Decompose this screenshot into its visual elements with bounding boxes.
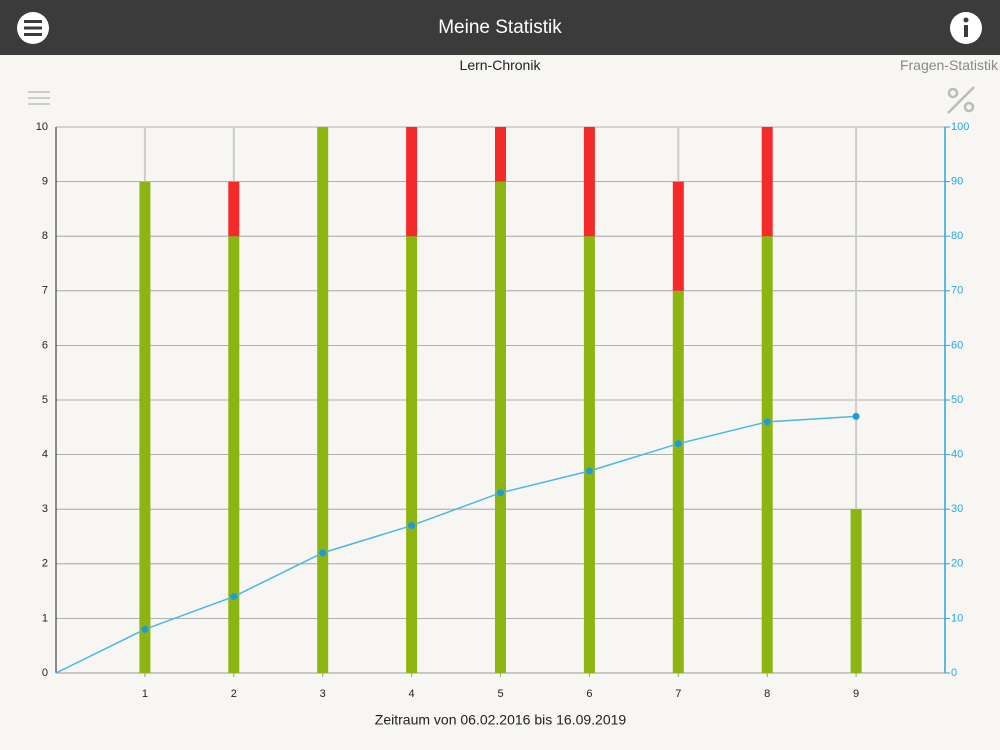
- tab[interactable]: Fragen-Statistik: [899, 57, 998, 73]
- y2-tick-label: 70: [951, 285, 963, 297]
- y-tick-label: 3: [42, 503, 48, 515]
- list-icon[interactable]: [28, 91, 50, 105]
- bar-segment: [495, 181, 506, 673]
- bar-segment: [317, 127, 329, 673]
- bar-segment: [406, 236, 418, 673]
- y2-tick-label: 60: [951, 339, 963, 351]
- x-tick-label: 6: [586, 688, 592, 700]
- y-tick-label: 5: [42, 394, 48, 406]
- bar-segment: [761, 127, 773, 237]
- y2-tick-label: 90: [951, 176, 963, 188]
- y-tick-label: 8: [42, 230, 48, 242]
- line-point: [408, 522, 416, 530]
- line-point: [585, 467, 593, 475]
- y-tick-label: 2: [42, 558, 48, 570]
- line-point: [141, 625, 149, 633]
- bar-segment: [761, 236, 773, 673]
- y-tick-label: 6: [42, 339, 48, 351]
- line-point: [852, 412, 860, 420]
- bar-segment: [139, 181, 151, 673]
- y2-tick-label: 20: [951, 558, 963, 570]
- y-tick-label: 9: [42, 176, 48, 188]
- app-bar: Meine Statistik: [0, 0, 1000, 55]
- line-point: [763, 418, 771, 426]
- app-title: Meine Statistik: [438, 17, 562, 38]
- menu-button[interactable]: [17, 12, 49, 44]
- y-tick-label: 10: [36, 121, 48, 133]
- line-point: [230, 593, 238, 601]
- percent-icon[interactable]: [947, 86, 975, 114]
- y2-tick-label: 100: [951, 121, 969, 133]
- y2-tick-label: 50: [951, 394, 963, 406]
- y-tick-label: 1: [42, 612, 48, 624]
- y-tick-label: 0: [42, 667, 48, 679]
- x-tick-label: 4: [409, 688, 415, 700]
- y2-tick-label: 10: [951, 612, 963, 624]
- x-tick-label: 5: [497, 688, 503, 700]
- y2-tick-label: 30: [951, 503, 963, 515]
- line-point: [319, 549, 327, 557]
- line-point: [497, 489, 504, 497]
- y-tick-label: 4: [42, 449, 48, 461]
- x-tick-label: 3: [320, 688, 326, 700]
- tab-active[interactable]: Lern-Chronik: [459, 57, 541, 73]
- x-tick-label: 7: [675, 688, 681, 700]
- y-tick-label: 7: [42, 285, 48, 297]
- bar-segment: [406, 127, 418, 237]
- x-tick-label: 1: [142, 688, 148, 700]
- x-tick-label: 2: [231, 688, 237, 700]
- line-point: [674, 440, 682, 448]
- y2-tick-label: 0: [951, 667, 957, 679]
- bar-segment: [672, 181, 684, 291]
- bar-segment: [228, 181, 240, 237]
- x-axis-label: Zeitraum von 06.02.2016 bis 16.09.2019: [375, 712, 627, 728]
- bar-segment: [495, 127, 506, 182]
- bar-segment: [583, 236, 595, 673]
- y2-tick-label: 80: [951, 230, 963, 242]
- bar-segment: [583, 127, 595, 237]
- bar-segment: [850, 509, 862, 673]
- x-tick-label: 9: [853, 688, 859, 700]
- bar-segment: [672, 290, 684, 673]
- x-tick-label: 8: [764, 688, 770, 700]
- line: [55, 415, 857, 674]
- app-bar-icons: [17, 12, 982, 44]
- info-button[interactable]: [950, 12, 982, 44]
- bar-segment: [228, 236, 240, 673]
- y2-tick-label: 40: [951, 449, 963, 461]
